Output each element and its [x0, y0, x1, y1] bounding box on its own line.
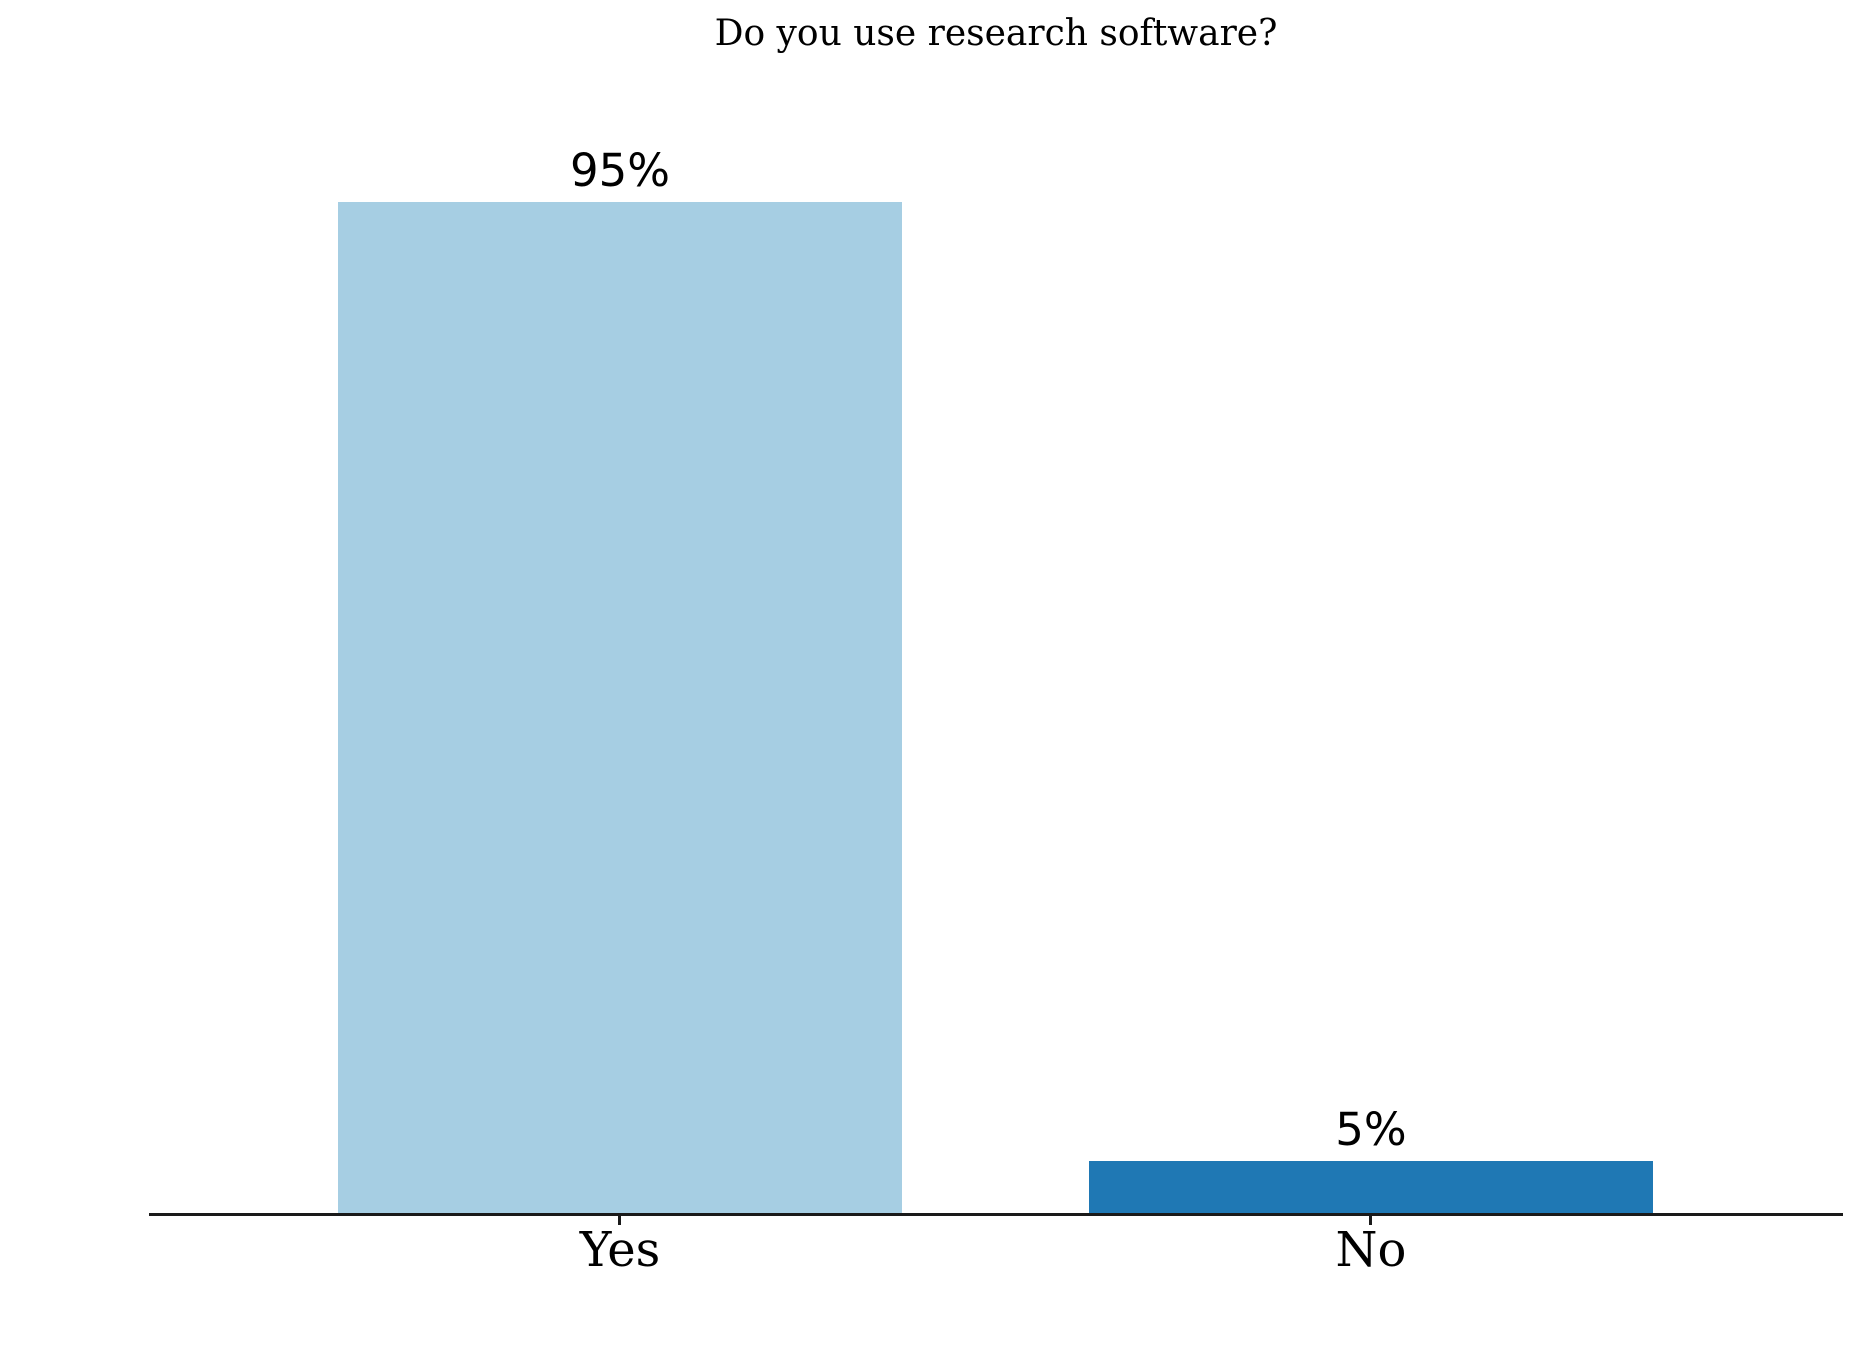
chart-title: Do you use research software?	[714, 13, 1278, 54]
bar-no	[1089, 1161, 1653, 1214]
x-tick-label-yes: Yes	[579, 1222, 661, 1278]
bar-group-yes: 95%	[338, 145, 902, 1214]
x-axis-line	[149, 1213, 1843, 1216]
x-tick-no	[1369, 1213, 1372, 1225]
x-tick-yes	[618, 1213, 621, 1225]
bar-value-label-yes: 95%	[569, 144, 671, 198]
bar-value-label-no: 5%	[1335, 1103, 1407, 1157]
x-tick-label-no: No	[1335, 1222, 1407, 1278]
bar-group-no: 5%	[1089, 1104, 1653, 1214]
bar-yes	[338, 202, 902, 1214]
